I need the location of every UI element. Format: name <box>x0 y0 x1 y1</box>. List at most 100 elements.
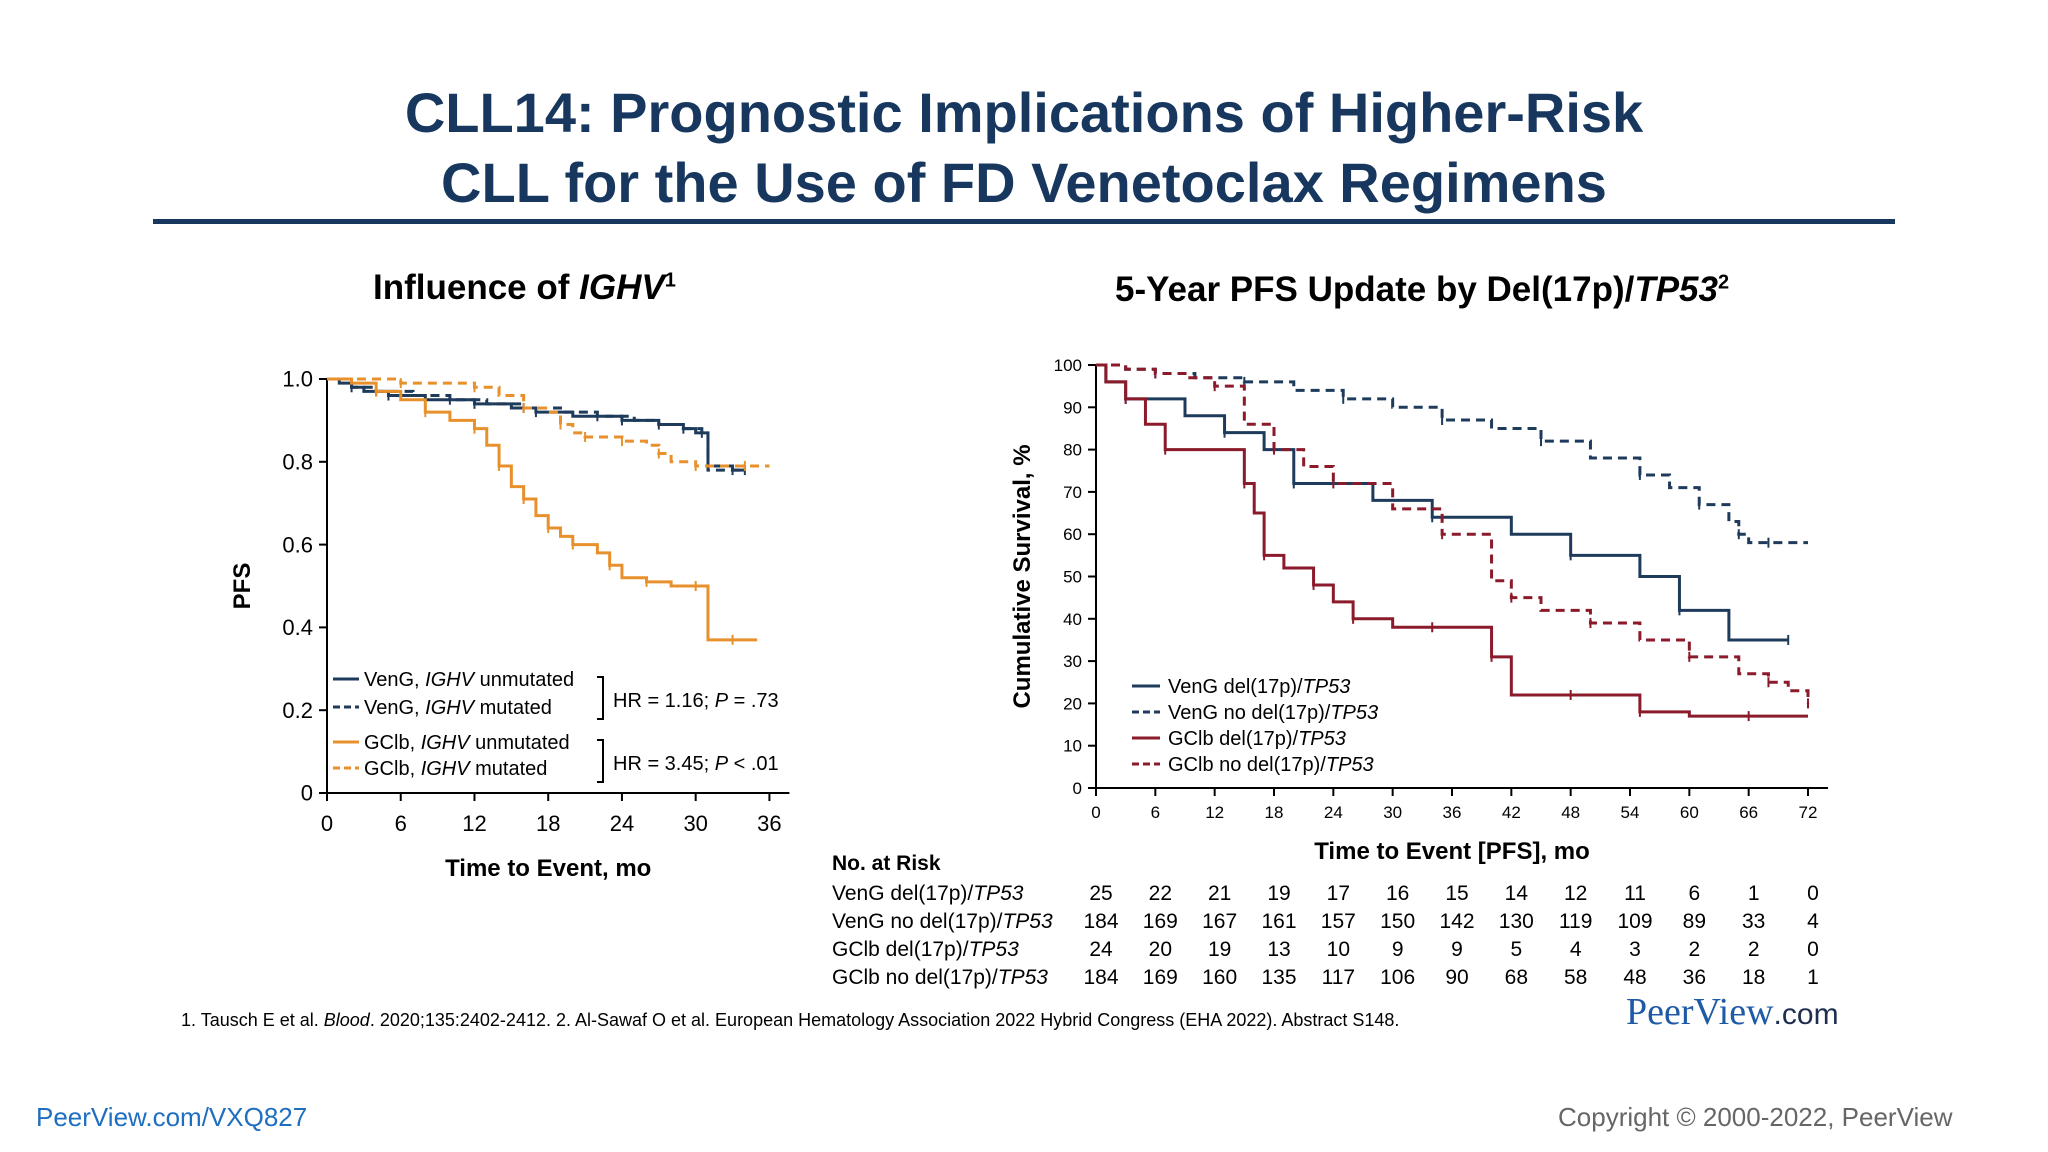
risk-cell: 4 <box>1569 938 1582 961</box>
risk-cell: 21 <box>1207 882 1232 905</box>
risk-cell: 20 <box>1148 938 1172 961</box>
risk-row-label: VenG no del(17p)/TP53 <box>832 910 1053 933</box>
x-tick-label: 24 <box>1324 803 1343 822</box>
series-line-0 <box>1096 363 1789 642</box>
risk-cell: 2 <box>1688 938 1701 961</box>
y-tick-label: 0.4 <box>282 615 313 640</box>
y-tick-label: 40 <box>1063 610 1082 629</box>
x-tick-label: 12 <box>1205 803 1224 822</box>
y-tick-label: 100 <box>1054 356 1082 375</box>
copyright-notice: Copyright © 2000-2022, PeerView <box>1558 1102 1953 1132</box>
x-tick-label: 24 <box>610 811 634 836</box>
risk-row-label: GClb no del(17p)/TP53 <box>832 966 1048 989</box>
x-tick-label: 6 <box>1151 803 1160 822</box>
chart-1: 0 6 12 18 24 30 36 42 48 54 60 66 72 0 10 20 30 40 50 60 70 8… <box>1009 356 1828 865</box>
risk-cell: 117 <box>1321 966 1356 989</box>
slide-title-line-2: CLL for the Use of FD Venetoclax Regimen… <box>441 151 1607 214</box>
risk-row-label: VenG del(17p)/TP53 <box>832 882 1024 905</box>
x-tick-label: 42 <box>1502 803 1521 822</box>
legend-bracket-2 <box>597 739 604 783</box>
left-chart-subtitle: Influence of IGHV1 <box>373 268 676 307</box>
risk-cell: 48 <box>1623 966 1647 989</box>
risk-cell: 130 <box>1498 910 1534 933</box>
x-tick-label: 12 <box>462 811 486 836</box>
y-tick-label: 0.6 <box>282 532 313 557</box>
risk-cell: 90 <box>1445 966 1469 989</box>
risk-cell: 4 <box>1807 910 1819 933</box>
risk-cell: 0 <box>1807 938 1819 961</box>
risk-cell: 3 <box>1629 938 1641 961</box>
peerview-link[interactable]: PeerView.com/VXQ827 <box>36 1102 308 1132</box>
legend-label-1: VenG, IGHV mutated <box>364 697 552 719</box>
series-line-2 <box>1096 363 1808 718</box>
risk-cell: 109 <box>1617 910 1653 933</box>
risk-cell: 1 <box>1807 966 1819 989</box>
risk-cell: 160 <box>1202 966 1238 989</box>
risk-cell: 169 <box>1142 910 1178 933</box>
risk-cell: 6 <box>1688 882 1701 905</box>
x-tick-label: 0 <box>1091 803 1100 822</box>
risk-cell: 169 <box>1142 966 1178 989</box>
risk-cell: 13 <box>1267 938 1291 961</box>
x-tick-label: 18 <box>1265 803 1284 822</box>
risk-cell: 9 <box>1391 938 1404 961</box>
legend-label-3: GClb no del(17p)/TP53 <box>1168 754 1374 776</box>
risk-cell: 167 <box>1202 910 1238 933</box>
risk-cell: 24 <box>1089 938 1113 961</box>
risk-cell: 10 <box>1326 938 1350 961</box>
legend-label-3: GClb, IGHV mutated <box>364 758 547 780</box>
legend-label-0: VenG, IGHV unmutated <box>364 669 574 691</box>
risk-cell: 11 <box>1624 882 1646 905</box>
risk-cell: 33 <box>1741 910 1766 933</box>
legend-label-1: VenG no del(17p)/TP53 <box>1168 702 1378 724</box>
risk-cell: 9 <box>1451 938 1463 961</box>
x-tick-label: 48 <box>1561 803 1580 822</box>
risk-row-label: GClb del(17p)/TP53 <box>832 938 1019 961</box>
slide-title-line-1: CLL14: Prognostic Implications of Higher… <box>404 81 1644 144</box>
risk-cell: 119 <box>1558 910 1593 933</box>
risk-cell: 17 <box>1326 882 1350 905</box>
risk-cell: 157 <box>1320 910 1356 933</box>
y-tick-label: 30 <box>1063 652 1082 671</box>
risk-cell: 161 <box>1261 910 1297 933</box>
x-axis-title: Time to Event, mo <box>445 855 651 882</box>
y-tick-label: 90 <box>1063 398 1082 417</box>
y-tick-label: 1.0 <box>282 367 313 392</box>
y-tick-label: 0.8 <box>282 450 313 475</box>
risk-cell: 0 <box>1807 882 1819 905</box>
risk-cell: 19 <box>1207 938 1232 961</box>
risk-cell: 68 <box>1504 966 1528 989</box>
risk-cell: 106 <box>1380 966 1416 989</box>
risk-cell: 184 <box>1083 966 1119 989</box>
risk-cell: 135 <box>1261 966 1297 989</box>
risk-cell: 14 <box>1504 882 1528 905</box>
risk-cell: 142 <box>1439 910 1475 933</box>
y-tick-label: 60 <box>1063 525 1082 544</box>
risk-cell: 19 <box>1267 882 1291 905</box>
x-tick-label: 66 <box>1739 803 1758 822</box>
hazard-ratio-venG: HR = 1.16; P = .73 <box>613 690 779 712</box>
y-tick-label: 80 <box>1063 441 1082 460</box>
risk-table-header: No. at Risk <box>832 852 941 875</box>
risk-cell: 1 <box>1747 882 1760 905</box>
chart-0: 0 6 12 18 24 30 36 0 0.2 0.4 0.6 0.8 1.0 Time to Even… <box>229 367 790 882</box>
x-tick-label: 18 <box>536 811 560 836</box>
legend-label-0: VenG del(17p)/TP53 <box>1168 676 1350 698</box>
y-tick-label: 0.2 <box>282 698 313 723</box>
risk-cell: 2 <box>1747 938 1760 961</box>
censor-marks-2 <box>1124 393 1750 722</box>
x-tick-label: 0 <box>321 811 333 836</box>
censor-marks-2 <box>375 386 734 645</box>
legend-label-2: GClb del(17p)/TP53 <box>1168 728 1346 750</box>
risk-cell: 16 <box>1385 882 1410 905</box>
references-footnote: 1. Tausch E et al. Blood. 2020;135:2402-… <box>181 1010 1400 1030</box>
x-tick-label: 36 <box>757 811 781 836</box>
risk-cell: 58 <box>1563 966 1588 989</box>
legend-bracket-1 <box>597 676 604 720</box>
risk-cell: 5 <box>1510 938 1523 961</box>
x-tick-label: 54 <box>1621 803 1640 822</box>
x-tick-label: 60 <box>1680 803 1699 822</box>
y-tick-label: 10 <box>1063 737 1082 756</box>
x-tick-label: 6 <box>395 811 407 836</box>
